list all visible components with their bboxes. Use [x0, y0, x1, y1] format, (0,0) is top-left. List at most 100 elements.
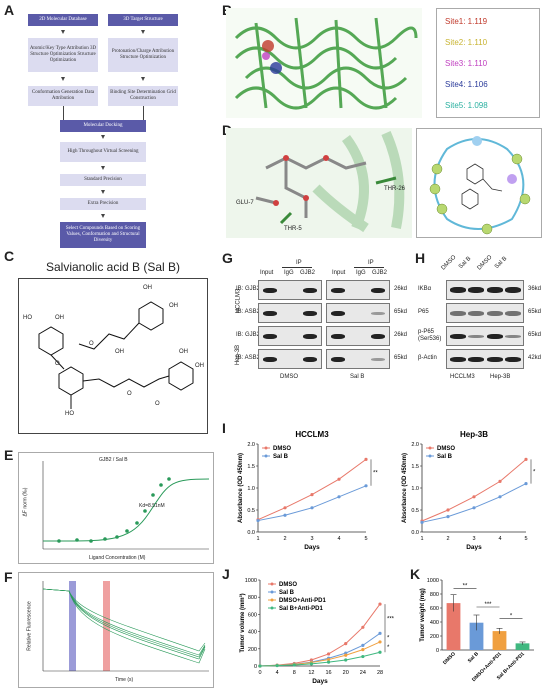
data-point: [378, 602, 382, 606]
x-tick-label: 2: [283, 536, 286, 542]
y-tick-label: 1.0: [247, 486, 255, 492]
fluorescence-panel: Time (s) Relative Fluorescence: [18, 572, 214, 688]
significance-label: ***: [484, 602, 492, 608]
binding-curve-panel: GJB2 / Sal B Kd=8.51nM Ligand Concentrat…: [18, 452, 214, 564]
significance-label: *: [387, 636, 390, 642]
significance-label: **: [373, 471, 378, 477]
lane-label: Sal B: [493, 255, 509, 271]
row-label: IB: ASB2: [236, 309, 261, 315]
site-2-label: Site2: 1.110: [445, 38, 488, 47]
category-label: DMSO: [442, 651, 457, 666]
arrow-icon: [101, 214, 105, 218]
data-point: [256, 518, 260, 523]
molecule-icon: [38, 301, 194, 409]
row-label: P65: [418, 309, 429, 315]
y-tick-label: 0.0: [247, 530, 255, 536]
kd-label: 26kd: [394, 332, 408, 338]
kd-label: 42kd: [528, 355, 542, 361]
y-tick-label: 800: [248, 595, 257, 601]
data-point: [524, 457, 528, 461]
arrow-icon: [101, 135, 105, 139]
y-tick-label: 1.0: [411, 486, 419, 492]
legend-label: DMSO: [437, 446, 455, 452]
arrow-icon: [141, 77, 145, 81]
data-point: [361, 643, 365, 647]
data-point: [361, 648, 365, 652]
data-point: [364, 484, 368, 488]
data-point: [361, 625, 365, 629]
atom-label: HO: [23, 315, 32, 321]
blot-strip: [258, 303, 322, 323]
data-point: [292, 663, 296, 667]
y-tick-label: 600: [248, 612, 257, 618]
x-axis-label: Days: [466, 544, 482, 551]
legend-marker: [264, 446, 268, 450]
y-axis-label: Tumor weight (mg): [420, 588, 426, 642]
row-label: IB: ASB2: [236, 355, 261, 361]
atom-label: O: [127, 391, 132, 397]
x-tick-label: 0: [258, 670, 261, 676]
arrow-icon: [61, 77, 65, 81]
blot-strip: [326, 349, 390, 369]
arrow-icon: [101, 190, 105, 194]
chart-title: Hep-3B: [460, 430, 488, 439]
lane-label: IgG: [356, 270, 366, 276]
lane-label: Sal B: [457, 255, 473, 271]
kd-label: 36kd: [528, 286, 542, 292]
panel-letter-e: E: [4, 447, 14, 463]
x-tick-label: 24: [360, 670, 366, 676]
data-point: [498, 495, 502, 499]
binding-ylabel: ΔF norm (‰): [22, 487, 29, 517]
y-tick-label: 600: [430, 606, 439, 612]
y-tick-label: 200: [430, 634, 439, 640]
series-line: [257, 485, 367, 522]
blot-strip: [258, 349, 322, 369]
row-label: IKBα: [418, 286, 432, 292]
y-tick-label: 1.5: [411, 464, 419, 470]
y-tick-label: 0: [254, 664, 257, 670]
kd-label: 65kd: [528, 309, 542, 315]
y-tick-label: 0.0: [411, 530, 419, 536]
row-label: IB: GJB2: [236, 332, 261, 338]
ip-line: [282, 267, 312, 268]
data-point: [446, 508, 450, 512]
site-4-label: Site4: 1.106: [445, 80, 488, 89]
fluor-ylabel: Relative Fluorescence: [26, 601, 33, 651]
binding-xlabel: Ligand Concentration (M): [89, 555, 146, 561]
bar: [446, 603, 461, 650]
data-point: [472, 506, 476, 510]
flow-step-2: Standard Precision: [60, 174, 146, 186]
interaction-2d-diagram: [416, 128, 542, 238]
bar: [469, 622, 484, 650]
row-label: p-P65 (Ser536): [418, 329, 442, 342]
cell-label: HCCLM3: [450, 374, 475, 380]
legend-label: Sal B: [437, 454, 453, 460]
significance-label: *: [387, 645, 390, 651]
growth-chart-hccl: HCCLM3 0.0 0.5 1.0 1.5 2.0 1 2 3 4 5 Days Absorbance…: [238, 430, 378, 551]
legend-label: Sal B: [273, 454, 289, 460]
x-tick-label: 3: [310, 536, 313, 542]
site-legend: Site1: 1.119 Site2: 1.110 Site3: 1.110 S…: [436, 8, 540, 118]
y-tick-label: 2.0: [247, 442, 255, 448]
data-point: [310, 493, 314, 497]
kd-label: 65kd: [528, 332, 542, 338]
x-tick-label: 4: [276, 670, 279, 676]
y-tick-label: 1000: [427, 578, 439, 584]
legend-marker: [264, 454, 268, 458]
row-label: IB: GJB2: [236, 286, 261, 292]
panel-letter-a: A: [4, 2, 15, 18]
protein-structure-image: [226, 8, 422, 118]
y-axis-label: Absorbance (OD 450nm): [238, 453, 244, 523]
legend-label: Sal B: [279, 590, 295, 596]
site-3-label: Site3: 1.110: [445, 59, 488, 68]
data-point: [258, 664, 262, 668]
data-point: [326, 660, 331, 664]
y-tick-label: 200: [248, 647, 257, 653]
legend-marker: [270, 582, 274, 586]
blot-strip: [326, 303, 390, 323]
residue-label: THR-5: [284, 226, 302, 232]
y-axis-label: Tumor volume (mm³): [239, 593, 246, 652]
significance-label: ***: [387, 617, 395, 623]
lane-label: DMSO: [476, 254, 494, 272]
lane-label: GJB2: [300, 270, 316, 276]
